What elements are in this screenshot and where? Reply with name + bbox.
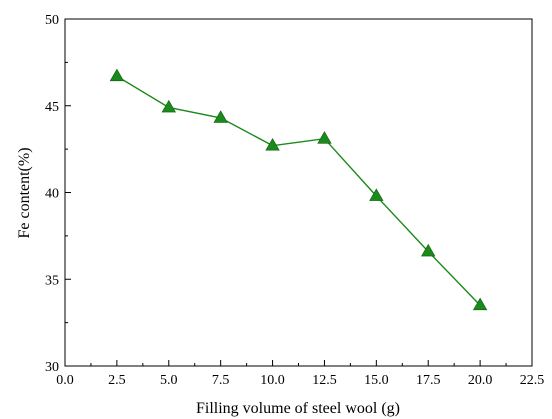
x-tick-label: 7.5	[212, 373, 230, 388]
y-tick-label: 35	[45, 273, 59, 288]
y-tick-label: 30	[45, 360, 59, 375]
y-axis-label: Fe content(%)	[16, 147, 33, 238]
x-tick-label: 2.5	[108, 373, 126, 388]
data-point-marker	[369, 188, 384, 201]
x-axis-tick-labels: 0.0 2.5 5.0 7.5 10.0 12.5 15.0 17.5 20.0 22.5	[56, 373, 544, 388]
data-point-marker	[472, 297, 488, 311]
data-point-marker	[317, 131, 332, 144]
x-tick-label: 5.0	[160, 373, 178, 388]
data-point-marker	[161, 99, 176, 113]
data-point-marker	[265, 138, 280, 151]
x-axis-ticks	[64, 360, 533, 366]
y-tick-label: 45	[45, 100, 59, 115]
x-tick-label: 20.0	[468, 373, 493, 388]
x-axis-label: Filling volume of steel wool (g)	[196, 400, 400, 417]
x-tick-label: 0.0	[56, 373, 74, 388]
x-tick-label: 12.5	[312, 373, 337, 388]
data-point-marker	[109, 68, 125, 82]
data-point-marker	[421, 243, 436, 257]
series-layer	[109, 68, 488, 311]
y-tick-label: 50	[45, 13, 59, 28]
y-tick-label: 40	[45, 187, 59, 202]
plot-area	[64, 18, 533, 367]
plot-frame	[64, 18, 533, 367]
x-tick-label: 10.0	[260, 373, 285, 388]
y-axis-ticks	[65, 18, 71, 367]
series-line	[116, 75, 481, 306]
y-axis-tick-labels: 30 35 40 45 50	[45, 13, 59, 375]
x-tick-label: 22.5	[520, 373, 545, 388]
x-tick-label: 15.0	[364, 373, 389, 388]
data-point-marker	[213, 110, 228, 123]
x-tick-label: 17.5	[416, 373, 441, 388]
